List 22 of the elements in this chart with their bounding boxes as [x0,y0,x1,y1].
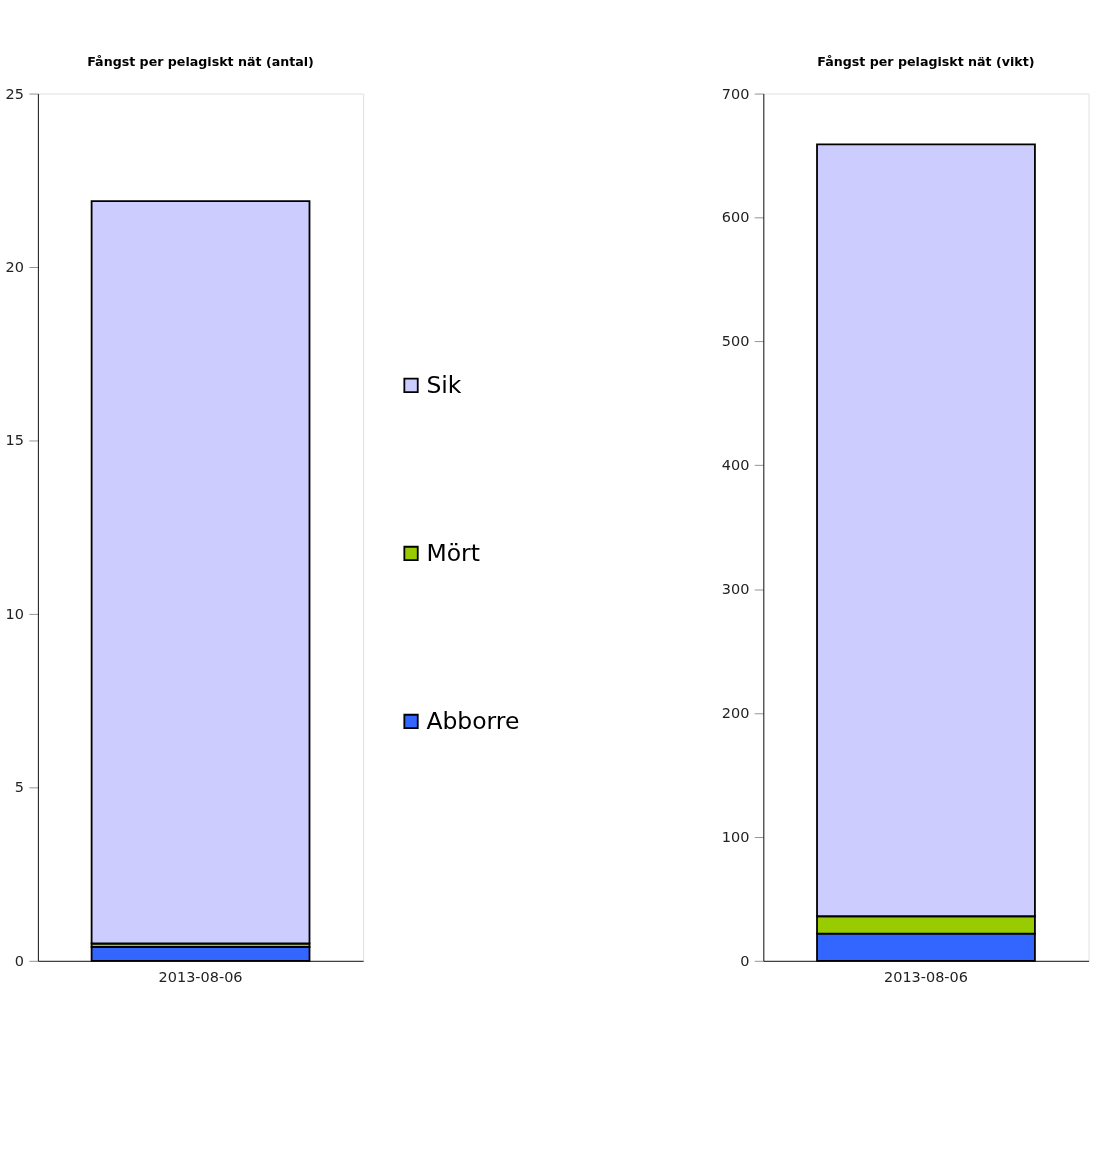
bar [90,200,311,945]
y-tick-label: 100 [721,828,750,845]
y-tick-label: 500 [721,333,750,350]
y-tick-label: 600 [721,209,750,226]
y-tick-label: 5 [14,779,24,796]
y-tick-label: 300 [721,581,750,598]
y-tick-label: 200 [721,705,750,722]
legend-label: Sik [426,370,462,399]
y-tick-label: 20 [5,259,24,276]
y-tick-label: 15 [5,432,24,449]
y-tick-label: 400 [721,457,750,474]
y-tick-label: 0 [740,952,750,969]
y-tick-label: 10 [5,605,24,622]
y-tick-label: 0 [14,952,24,969]
legend-label: Mört [426,538,480,567]
chart-title: Fångst per pelagiskt nät (antal) [87,53,314,69]
chart-title: Fångst per pelagiskt nät (vikt) [817,53,1035,69]
y-tick-label: 25 [5,85,24,102]
x-tick-label: 2013-08-06 [884,969,968,986]
y-tick-label: 700 [721,85,750,102]
x-tick-label: 2013-08-06 [158,969,243,986]
legend-label: Abborre [426,706,520,735]
